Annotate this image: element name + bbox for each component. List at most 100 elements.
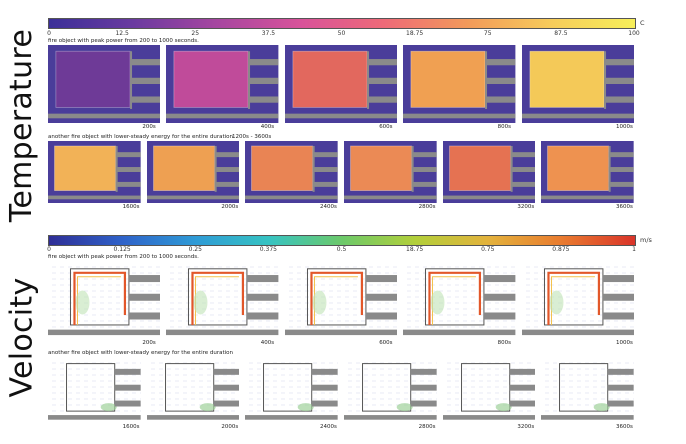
velocity-frame-2000s [146,357,240,423]
temperature-frame-1600s [48,141,141,203]
velocity-plot [48,357,141,423]
temperature-caption-steady: another fire object with lower-steady en… [48,134,234,140]
floor-slab [602,293,634,301]
velocity-tick: 0 [47,246,51,253]
velocity-tick: 0.75 [481,246,495,253]
temperature-caption-range: 1200s - 3600s [232,134,272,140]
floor-slab [603,59,634,66]
velocity-frame-3200s [442,357,536,423]
temperature-unit: C [640,19,645,27]
ground-slab [442,415,536,420]
ground-slab [521,329,634,336]
heated-room [449,145,511,191]
ground-slab [442,195,536,200]
floor-slab [247,312,279,320]
floor-slab [410,384,437,391]
temperature-plot [442,141,536,203]
time-label: 800s [497,340,511,346]
floor-slab [248,59,279,66]
side-wall [485,51,488,109]
ground-slab [146,195,240,200]
heated-room [411,51,486,108]
ground-slab [344,415,437,420]
temperature-plot [48,141,141,203]
floor-slab [312,400,338,407]
floor-slab [247,293,279,301]
temperature-frame-2800s [344,141,437,203]
side-wall [130,51,133,109]
velocity-caption-peak: fire object with peak power from 200 to … [48,254,199,260]
floor-slab [411,152,437,158]
velocity-colorbar [48,235,636,246]
inflow-zone [312,290,327,315]
floor-slab [485,77,516,84]
floor-slab [510,181,536,187]
velocity-plot [146,357,240,423]
room-outline [173,50,249,108]
side-wall [608,145,611,192]
floor-slab [602,275,634,283]
velocity-tick: 0.125 [113,246,131,253]
floor-slab [485,59,516,66]
velocity-plot [403,261,516,339]
inflow-zone [430,290,445,315]
inflow-zone [199,403,216,412]
side-wall [115,145,118,192]
ground-slab [245,195,338,200]
ground-slab [521,113,634,119]
inflow-zone [298,403,315,412]
side-wall [366,51,369,109]
heated-room [350,145,412,191]
hot-plume [428,271,482,325]
side-wall [312,145,315,192]
floor-slab [410,400,437,407]
floor-slab [312,384,338,391]
ground-slab [344,195,437,200]
velocity-unit: m/s [640,236,652,244]
temperature-plot [146,141,240,203]
velocity-frame-800s [403,261,516,339]
velocity-tick: 18.75 [406,246,424,253]
floor-slab [608,152,634,158]
floor-slab [602,312,634,320]
ground-slab [541,415,634,420]
time-label: 3600s [616,204,633,210]
heated-room [55,51,131,108]
floor-slab [603,96,634,103]
time-label: 400s [260,340,275,346]
temperature-plot [344,141,437,203]
floor-slab [366,77,398,84]
floor-slab [130,59,161,66]
temperature-frame-2400s [245,141,338,203]
temperature-plot [403,45,516,123]
inflow-zone [495,403,512,412]
room-outline [54,145,117,191]
temperature-tick: 18.75 [406,30,424,37]
ground-slab [284,113,398,119]
heated-room [547,145,609,191]
time-label: 200s [142,124,156,130]
hot-plume [546,271,600,325]
ground-slab [48,415,141,420]
temperature-plot [521,45,634,123]
room-outline [362,363,412,412]
floor-slab [312,152,338,158]
time-label: 200s [142,340,156,346]
floor-slab [603,77,634,84]
time-label: 600s [379,124,393,130]
floor-slab [130,77,161,84]
room-outline [263,363,313,412]
floor-slab [214,152,240,158]
velocity-caption-steady: another fire object with lower-steady en… [48,350,234,356]
room-outline [410,50,486,108]
velocity-plot [344,357,437,423]
velocity-frame-600s [284,261,398,339]
floor-slab [248,96,279,103]
floor-slab [247,275,279,283]
time-label: 2000s [221,424,239,430]
heated-room [529,51,604,108]
floor-slab [366,59,398,66]
temperature-tick: 75 [483,30,492,37]
temperature-frame-3200s [442,141,536,203]
inflow-zone [100,403,117,412]
